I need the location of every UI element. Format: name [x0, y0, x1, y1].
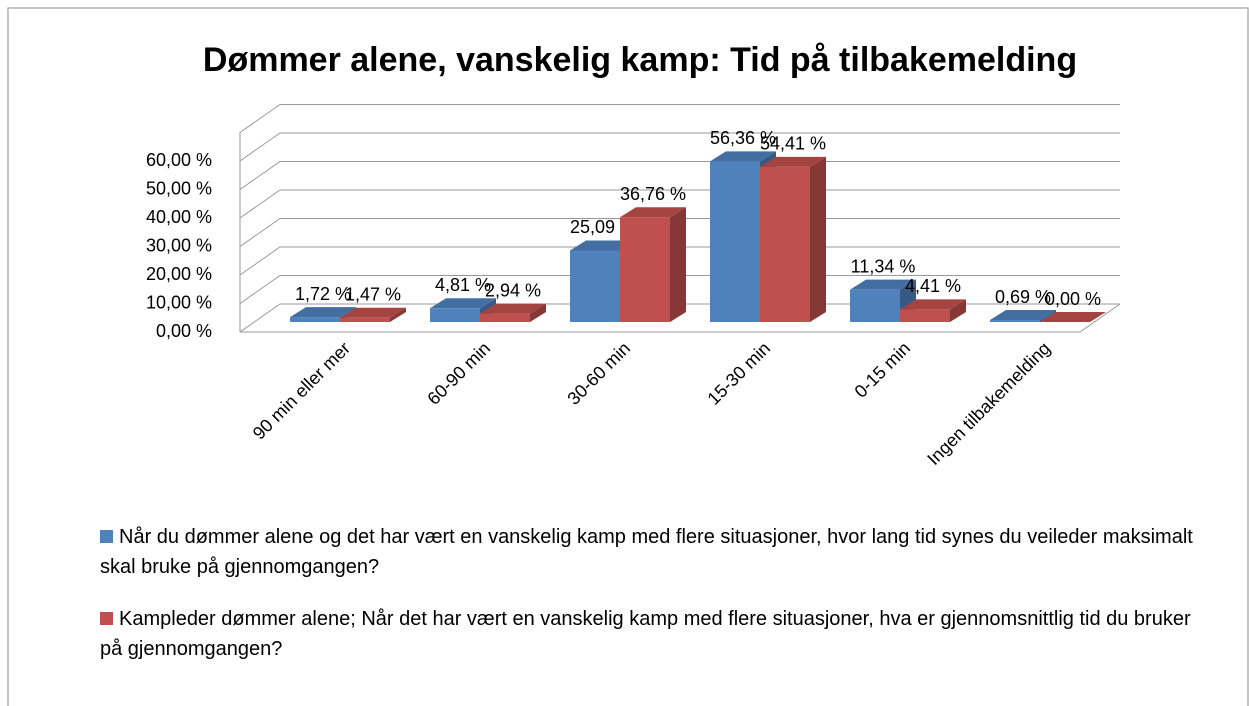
legend-item: Når du dømmer alene og det har vært en v… [100, 522, 1200, 582]
bar-top [570, 240, 636, 251]
bar-side [1040, 310, 1056, 322]
data-label: 36,76 % [620, 184, 686, 204]
bar-side [670, 207, 686, 322]
data-label: 0,00 % [1045, 289, 1101, 309]
x-tick-label: Ingen tilbakemelding [923, 338, 1054, 469]
y-tick-label: 30,00 % [146, 235, 212, 255]
floor [240, 303, 1121, 333]
grid-line [239, 218, 1120, 247]
bar-top [710, 151, 776, 162]
grid-line [239, 246, 1120, 276]
chart-title: Dømmer alene, vanskelig kamp: Tid på til… [203, 41, 1077, 79]
x-tick-label: 0-15 min [851, 338, 915, 402]
y-tick-label: 10,00 % [146, 292, 212, 312]
bar-top [760, 156, 826, 167]
bar-front [570, 250, 620, 322]
data-label: 0,69 % [995, 287, 1051, 307]
bar [340, 307, 406, 322]
bar-top [900, 299, 966, 310]
legend-swatch [100, 612, 113, 625]
data-label: 1,47 % [345, 285, 401, 305]
data-label: 56,36 % [710, 128, 776, 148]
bar [900, 299, 966, 322]
grid-line [239, 275, 1120, 304]
bar [430, 298, 496, 322]
bar [620, 207, 686, 322]
grid-line [239, 161, 1120, 190]
legend-swatch [100, 530, 113, 543]
bar-side [530, 303, 546, 322]
data-label: 4,81 % [435, 275, 491, 295]
bar-front [620, 217, 670, 322]
bar-top [620, 207, 686, 218]
data-label: 54,41 % [760, 134, 826, 154]
y-tick-label: 20,00 % [146, 264, 212, 284]
grid-line [239, 303, 1120, 333]
data-label: 1,72 % [295, 284, 351, 304]
y-tick-label: 0,00 % [156, 321, 212, 341]
bar [990, 310, 1056, 322]
bar-front [990, 320, 1040, 322]
data-label: 4,41 % [905, 276, 961, 296]
bar-front [850, 289, 900, 322]
bar-front [290, 317, 340, 322]
bar [760, 156, 826, 322]
x-tick-label: 90 min eller mer [249, 338, 354, 443]
bar-side [950, 299, 966, 322]
bar-front [760, 166, 810, 322]
y-tick-label: 40,00 % [146, 207, 212, 227]
bar-top [850, 279, 916, 290]
bar [1040, 312, 1106, 322]
bar-front [710, 161, 760, 322]
bar-top [1040, 312, 1106, 322]
data-label: 25,09 % [570, 217, 636, 237]
bar-top [290, 307, 356, 318]
x-tick-label: 15-30 min [703, 338, 774, 409]
bar-side [810, 156, 826, 322]
data-label: 2,94 % [485, 280, 541, 300]
legend-label: Når du dømmer alene og det har vært en v… [100, 526, 1193, 578]
wall-frame [239, 104, 1120, 332]
bar-front [480, 313, 530, 322]
grid-line [239, 189, 1120, 219]
data-label: 11,34 % [851, 256, 916, 276]
bar-front [900, 309, 950, 322]
bar-top [480, 303, 546, 314]
bar [850, 279, 916, 322]
bar-top [430, 298, 496, 309]
bar-front [340, 317, 390, 322]
bar-top [990, 310, 1056, 321]
bar-side [390, 307, 406, 322]
legend-item: Kampleder dømmer alene; Når det har vært… [100, 604, 1200, 664]
y-tick-label: 60,00 % [146, 150, 212, 170]
grid-line [239, 132, 1120, 162]
y-tick-label: 50,00 % [146, 178, 212, 198]
x-tick-label: 30-60 min [563, 338, 634, 409]
legend-label: Kampleder dømmer alene; Når det har vært… [100, 608, 1191, 660]
bar-front [430, 308, 480, 322]
bar-top [340, 307, 406, 318]
chart-border [7, 7, 1249, 706]
bar [480, 303, 546, 322]
x-tick-label: 60-90 min [423, 338, 494, 409]
